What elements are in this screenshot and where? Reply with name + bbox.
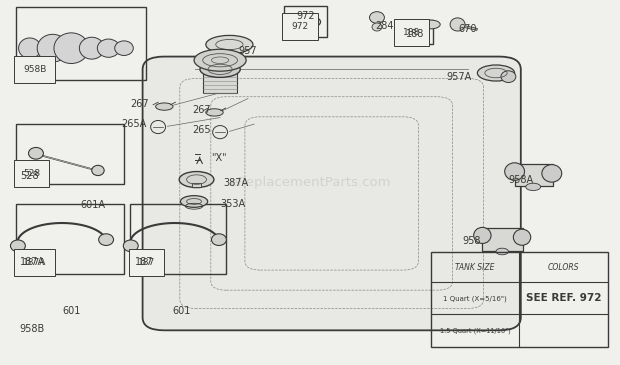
Ellipse shape [477, 65, 515, 81]
Text: 188: 188 [405, 28, 424, 39]
Ellipse shape [123, 240, 138, 251]
Bar [16, 204, 124, 274]
Bar [284, 6, 327, 37]
Text: 958A: 958A [508, 174, 534, 185]
Ellipse shape [206, 35, 253, 54]
Text: 601A: 601A [81, 200, 105, 210]
Text: 1 Quart (X=5/16"): 1 Quart (X=5/16") [443, 295, 507, 301]
Ellipse shape [542, 165, 562, 182]
Text: eReplacementParts.com: eReplacementParts.com [229, 176, 391, 189]
Text: 958B: 958B [23, 65, 46, 74]
Text: 528: 528 [23, 169, 40, 178]
Text: 957A: 957A [446, 72, 472, 82]
Text: 528: 528 [20, 171, 38, 181]
Text: 1.5 Quart (X=11/16"): 1.5 Quart (X=11/16") [440, 327, 510, 334]
Ellipse shape [97, 39, 120, 57]
Text: TANK SIZE: TANK SIZE [455, 262, 495, 272]
Ellipse shape [526, 183, 541, 191]
Text: 601: 601 [172, 306, 191, 316]
Ellipse shape [474, 227, 491, 243]
Text: COLORS: COLORS [547, 262, 579, 272]
Text: 187A: 187A [23, 258, 46, 267]
Ellipse shape [372, 23, 382, 31]
Text: 670: 670 [459, 24, 477, 34]
Ellipse shape [501, 71, 516, 82]
Ellipse shape [19, 38, 41, 58]
Text: "X": "X" [211, 153, 226, 163]
Text: 187: 187 [135, 257, 154, 267]
Text: 601: 601 [62, 306, 81, 316]
Ellipse shape [79, 37, 104, 59]
Ellipse shape [211, 234, 226, 246]
Text: 187: 187 [138, 258, 155, 267]
Ellipse shape [99, 234, 113, 246]
Ellipse shape [115, 41, 133, 55]
Ellipse shape [37, 34, 68, 62]
Ellipse shape [54, 33, 89, 64]
Bar [203, 69, 237, 93]
Bar [396, 20, 433, 44]
Ellipse shape [179, 172, 214, 188]
Ellipse shape [200, 61, 241, 77]
Text: SEE REF. 972: SEE REF. 972 [526, 293, 601, 303]
Text: 267: 267 [192, 104, 211, 115]
Ellipse shape [290, 15, 321, 28]
Ellipse shape [422, 20, 440, 29]
Text: 284: 284 [375, 20, 394, 31]
Bar [431, 252, 608, 347]
Ellipse shape [450, 18, 465, 31]
Text: 265A: 265A [122, 119, 147, 129]
Text: 387A: 387A [223, 178, 249, 188]
Bar [515, 164, 553, 186]
Bar [16, 7, 146, 80]
Ellipse shape [156, 103, 173, 110]
Text: 972: 972 [291, 22, 309, 31]
Text: 187A: 187A [20, 257, 45, 267]
Bar [482, 228, 523, 251]
Bar [16, 124, 124, 184]
Bar [192, 182, 201, 187]
Ellipse shape [505, 163, 525, 180]
Text: 958B: 958B [20, 323, 45, 334]
Text: 958: 958 [462, 236, 480, 246]
Text: 353A: 353A [220, 199, 246, 210]
Ellipse shape [496, 248, 508, 255]
Ellipse shape [29, 147, 43, 159]
Text: 957: 957 [239, 46, 257, 56]
Ellipse shape [92, 165, 104, 176]
Ellipse shape [206, 109, 223, 116]
Text: 972: 972 [296, 11, 315, 22]
Text: 267: 267 [130, 99, 149, 109]
Ellipse shape [180, 196, 208, 207]
Ellipse shape [513, 229, 531, 245]
Ellipse shape [194, 49, 246, 71]
FancyBboxPatch shape [143, 57, 521, 330]
Ellipse shape [11, 240, 25, 251]
Text: 265: 265 [192, 124, 211, 135]
Bar [130, 204, 226, 274]
Text: 188: 188 [403, 28, 420, 37]
Ellipse shape [370, 12, 384, 23]
